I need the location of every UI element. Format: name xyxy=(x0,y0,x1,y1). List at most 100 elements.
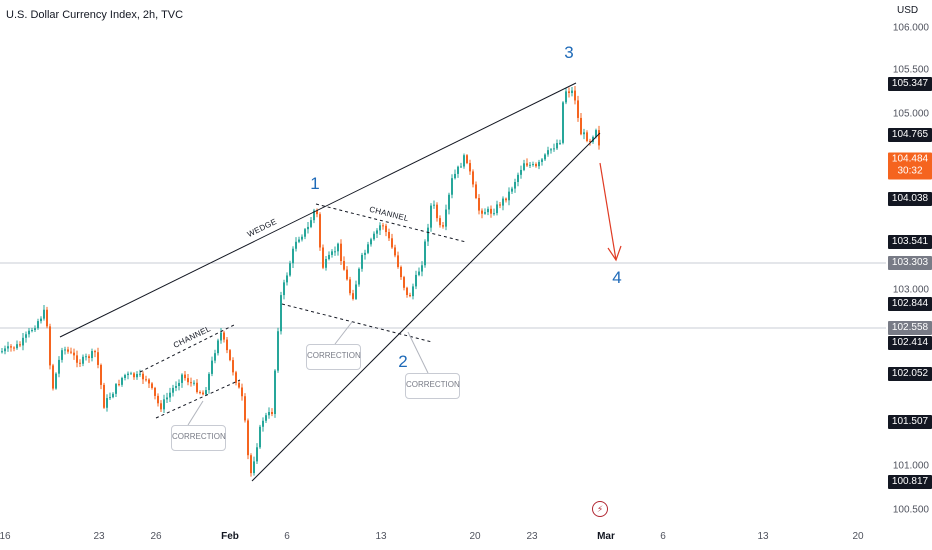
price-tag: 104.765 xyxy=(888,128,932,142)
correction-box-3[interactable]: CORRECTION xyxy=(405,373,460,399)
bar-countdown: 30:32 xyxy=(897,165,923,177)
projection-arrow[interactable] xyxy=(599,162,622,262)
price-scale[interactable]: USD 106.000 105.500 105.000 103.000 101.… xyxy=(886,0,932,524)
wave-label-3[interactable]: 3 xyxy=(564,43,574,62)
symbol-title[interactable]: U.S. Dollar Currency Index, 2h, TVC xyxy=(6,9,184,21)
candle-body xyxy=(517,174,519,182)
price-tag: 102.414 xyxy=(888,336,932,350)
candle-body xyxy=(1,351,3,353)
candle-body xyxy=(394,247,396,256)
candle-body xyxy=(235,372,237,383)
time-tick: Feb xyxy=(221,531,239,542)
candle-body xyxy=(184,374,186,379)
candle-body xyxy=(538,161,540,167)
candle-body xyxy=(25,334,27,338)
candle-body xyxy=(70,351,72,353)
candle-body xyxy=(187,378,189,383)
candle-body xyxy=(469,163,471,172)
candle-body xyxy=(445,209,447,227)
candle-body xyxy=(370,239,372,245)
candle-body xyxy=(307,226,309,230)
candle-body xyxy=(544,154,546,160)
candle-body xyxy=(559,142,561,144)
candle-body xyxy=(430,205,432,228)
price-tick: 100.500 xyxy=(892,504,929,516)
current-price: 104.484 xyxy=(891,153,929,165)
time-tick: 6 xyxy=(660,531,666,542)
time-tick: 20 xyxy=(469,531,481,542)
flash-icon[interactable]: ⚡ xyxy=(592,501,608,517)
candle-body xyxy=(475,184,477,198)
wave-label-2[interactable]: 2 xyxy=(398,352,408,371)
correction-box-1[interactable]: CORRECTION xyxy=(171,425,226,451)
candle-body xyxy=(367,244,369,253)
price-chart[interactable] xyxy=(0,0,886,524)
candle-body xyxy=(577,100,579,118)
candle-body xyxy=(55,373,57,389)
candle-body xyxy=(415,274,417,287)
candle-body xyxy=(502,198,504,206)
candle-body xyxy=(313,210,315,221)
wave-label-4[interactable]: 4 xyxy=(612,268,622,287)
candle-body xyxy=(478,197,480,211)
candle-body xyxy=(289,263,291,276)
wedge-lower-line[interactable] xyxy=(251,132,601,482)
candle-body xyxy=(94,351,96,353)
candle-body xyxy=(316,210,318,215)
time-tick: 23 xyxy=(526,531,538,542)
candle-body xyxy=(280,295,282,332)
candle-body xyxy=(199,392,201,394)
candle-body xyxy=(586,132,588,141)
candle-body xyxy=(37,321,39,329)
candle-body xyxy=(436,204,438,219)
current-price-tag: 104.484 30:32 xyxy=(888,152,932,180)
price-tag: 102.558 xyxy=(888,321,932,335)
time-tick: 13 xyxy=(757,531,769,542)
wave-label-1[interactable]: 1 xyxy=(310,174,320,193)
time-axis[interactable]: 16 23 26 Feb 6 13 20 23 Mar 6 13 20 xyxy=(0,524,886,550)
candle-body xyxy=(100,364,102,385)
candle-body xyxy=(589,140,591,143)
time-tick: 13 xyxy=(375,531,387,542)
candle-body xyxy=(118,384,120,386)
candle-body xyxy=(49,326,51,366)
candle-body xyxy=(511,188,513,192)
candle-body xyxy=(535,164,537,167)
wedge-upper-line[interactable] xyxy=(59,82,577,338)
candle-body xyxy=(541,159,543,162)
candle-body xyxy=(343,261,345,270)
candle-body xyxy=(82,356,84,364)
candle-body xyxy=(175,386,177,388)
candle-body xyxy=(148,379,150,384)
candle-body xyxy=(556,143,558,149)
price-tag: 101.507 xyxy=(888,415,932,429)
candle-body xyxy=(211,360,213,374)
candle-body xyxy=(349,279,351,294)
candle-body xyxy=(136,374,138,378)
correction-box-2[interactable]: CORRECTION xyxy=(306,344,361,370)
channel-lower-line-2[interactable] xyxy=(281,303,433,343)
channel-upper-line-2[interactable] xyxy=(315,203,467,243)
candle-body xyxy=(376,230,378,234)
candle-body xyxy=(208,373,210,391)
candle-body xyxy=(145,379,147,381)
candle-body xyxy=(310,220,312,227)
candle-body xyxy=(439,218,441,226)
candle-body xyxy=(457,166,459,174)
candle-body xyxy=(496,204,498,214)
time-tick: Mar xyxy=(597,531,615,542)
candle-body xyxy=(583,132,585,135)
candle-body xyxy=(16,344,18,349)
channel-upper-line-1[interactable] xyxy=(139,323,237,373)
candle-body xyxy=(232,360,234,373)
candle-body xyxy=(244,396,246,421)
candle-body xyxy=(79,362,81,364)
candle-body xyxy=(160,403,162,410)
candle-body xyxy=(358,268,360,285)
candle-body xyxy=(151,383,153,388)
candle-body xyxy=(259,426,261,448)
candle-body xyxy=(355,284,357,299)
price-tick: 103.000 xyxy=(892,284,929,296)
candle-body xyxy=(406,287,408,295)
